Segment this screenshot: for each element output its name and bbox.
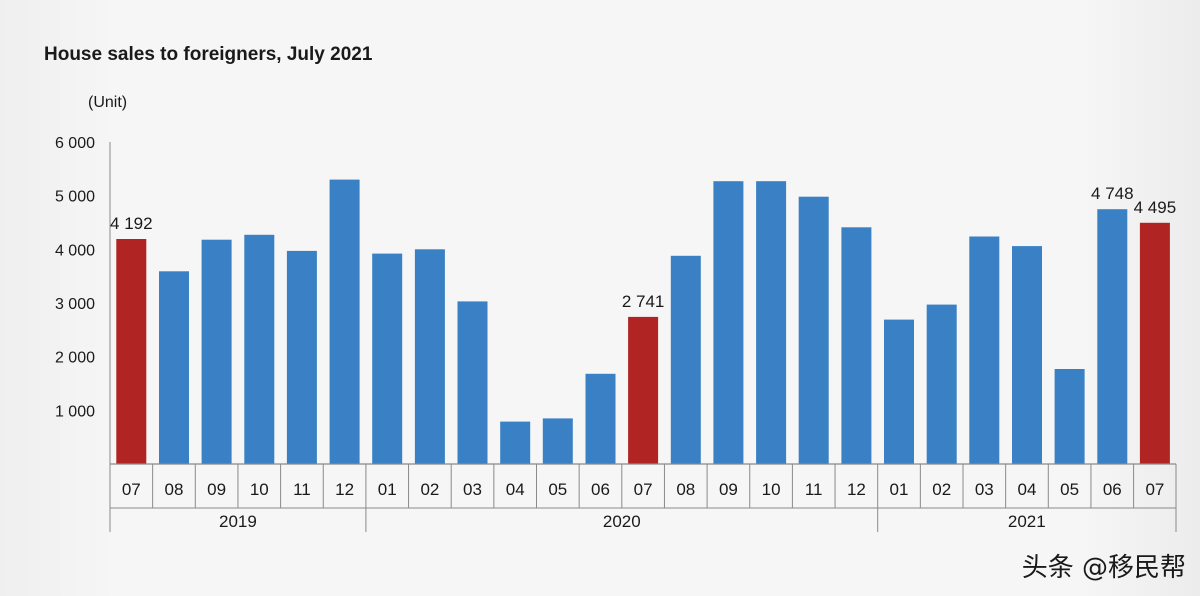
bar (201, 239, 232, 464)
bar (414, 249, 445, 464)
y-tick-label: 2 000 (55, 350, 95, 367)
x-tick-label: 02 (932, 480, 951, 499)
bar (457, 301, 488, 464)
y-tick-label: 1 000 (55, 403, 95, 420)
x-tick-label: 11 (805, 480, 823, 499)
x-tick-label: 03 (975, 480, 994, 499)
bar (926, 304, 957, 464)
bar (969, 236, 1000, 464)
x-tick-label: 02 (420, 480, 439, 499)
data-label: 4 495 (1134, 198, 1177, 217)
chart-title: House sales to foreigners, July 2021 (44, 44, 373, 65)
x-tick-label: 09 (207, 480, 226, 499)
x-tick-label: 05 (1060, 480, 1079, 499)
bar (244, 234, 275, 464)
x-tick-label: 04 (506, 480, 525, 499)
bar (372, 253, 403, 464)
bar (585, 373, 616, 464)
bar (756, 181, 787, 464)
bar (159, 271, 189, 464)
x-tick-label: 06 (591, 480, 610, 499)
y-tick-label: 6 000 (55, 135, 95, 152)
x-tick-label: 08 (165, 480, 184, 499)
bar-highlight (1139, 222, 1170, 464)
x-tick-label: 01 (890, 480, 909, 499)
bar (1012, 246, 1042, 464)
bar (670, 255, 701, 464)
x-tick-label: 03 (463, 480, 482, 499)
x-tick-label: 06 (1103, 480, 1122, 499)
data-label: 4 748 (1091, 184, 1134, 203)
x-tick-label: 05 (548, 480, 567, 499)
year-label: 2019 (219, 512, 257, 531)
bar (884, 319, 914, 464)
x-tick-label: 01 (378, 480, 397, 499)
x-tick-label: 07 (634, 480, 653, 499)
x-tick-label: 10 (762, 480, 781, 499)
y-tick-label: 3 000 (55, 296, 95, 313)
bar (500, 421, 531, 464)
bar (713, 181, 744, 464)
x-tick-label: 04 (1018, 480, 1037, 499)
x-tick-label: 07 (122, 480, 141, 499)
bar (1097, 209, 1128, 464)
bar (286, 250, 317, 464)
x-tick-label: 08 (676, 480, 695, 499)
watermark-text: 头条 @移民帮 (1022, 553, 1186, 583)
bar (542, 418, 573, 464)
data-label: 4 192 (110, 214, 153, 233)
year-label: 2020 (603, 512, 641, 531)
year-label: 2021 (1008, 512, 1046, 531)
x-tick-label: 09 (719, 480, 738, 499)
bar (1054, 369, 1085, 464)
x-tick-label: 12 (847, 480, 866, 499)
x-tick-label: 10 (250, 480, 269, 499)
y-tick-label: 4 000 (55, 242, 95, 259)
bar (329, 179, 360, 464)
y-tick-label: 5 000 (55, 189, 95, 206)
bar-highlight (628, 316, 659, 464)
bar-highlight (116, 239, 147, 464)
bars-group (116, 179, 1170, 464)
x-tick-label: 11 (293, 480, 311, 499)
x-tick-label: 07 (1145, 480, 1164, 499)
x-axis: 07 08 09 10 11 12 01 02 03 04 05 06 07 08 09 10 11 12 01 02… (109, 142, 1177, 532)
bar (841, 227, 872, 464)
bar (798, 196, 829, 464)
y-axis-unit-label: (Unit) (88, 94, 127, 111)
y-axis-ticks: 1 000 2 000 3 000 4 000 5 000 6 000 (55, 135, 95, 420)
data-label: 2 741 (622, 292, 665, 311)
x-tick-label: 12 (335, 480, 354, 499)
